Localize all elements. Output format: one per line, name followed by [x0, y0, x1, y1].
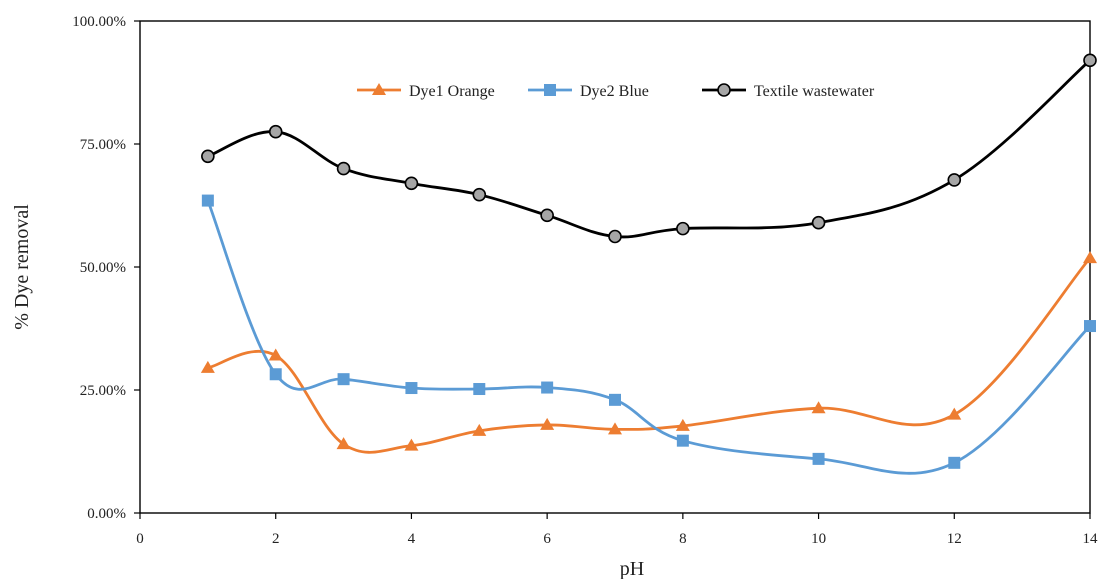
- data-point: [608, 229, 622, 244]
- data-point: [269, 368, 282, 381]
- data-point: [268, 348, 283, 361]
- data-point: [405, 382, 418, 395]
- data-point: [948, 456, 961, 469]
- legend-label: Textile wastewater: [754, 83, 875, 100]
- data-point: [200, 360, 215, 373]
- data-point: [676, 434, 689, 447]
- data-point: [947, 173, 962, 187]
- data-point: [404, 438, 419, 451]
- y-axis-ticks: 0.00% 25.00% 50.00% 75.00% 100.00%: [72, 14, 140, 522]
- data-point: [472, 423, 487, 436]
- x-tick-label: 8: [679, 531, 687, 547]
- series-0: [200, 251, 1097, 454]
- legend-label: Dye1 Orange: [409, 83, 495, 100]
- data-point: [473, 383, 486, 396]
- y-tick-label: 100.00%: [72, 14, 126, 30]
- y-tick-label: 25.00%: [80, 383, 126, 399]
- data-point: [609, 393, 621, 406]
- x-tick-label: 10: [811, 531, 826, 547]
- data-point: [1084, 320, 1096, 333]
- data-point: [541, 381, 554, 394]
- data-point: [336, 161, 351, 176]
- data-point: [812, 452, 825, 465]
- x-axis-ticks: 0 2 4 6 8 10 12 14: [136, 513, 1098, 547]
- legend-marker: [372, 83, 386, 95]
- data-point: [540, 208, 554, 223]
- data-point: [608, 422, 622, 435]
- data-point: [811, 401, 826, 414]
- series-line: [207, 59, 1091, 239]
- data-point: [1083, 53, 1097, 68]
- data-point: [268, 124, 283, 139]
- x-tick-label: 14: [1083, 531, 1099, 547]
- legend-marker: [544, 84, 556, 96]
- legend-marker: [717, 83, 731, 97]
- legend: Dye1 Orange Dye2 Blue Textile wastewater: [357, 83, 875, 100]
- data-point: [337, 373, 350, 386]
- data-point: [947, 407, 962, 420]
- data-point: [1083, 251, 1097, 264]
- data-point: [540, 417, 555, 430]
- data-point: [472, 187, 487, 202]
- x-tick-label: 0: [136, 531, 144, 547]
- x-tick-label: 6: [543, 531, 551, 547]
- y-tick-label: 0.00%: [87, 506, 126, 522]
- data-point: [201, 149, 215, 164]
- series-line: [207, 257, 1092, 454]
- series-1: [201, 194, 1096, 475]
- data-point: [676, 221, 690, 236]
- x-axis-label: pH: [620, 558, 644, 579]
- legend-label: Dye2 Blue: [580, 83, 649, 100]
- data-point: [675, 418, 690, 431]
- data-point: [201, 194, 214, 207]
- y-tick-label: 50.00%: [80, 260, 126, 276]
- data-point: [811, 215, 826, 230]
- y-axis-label: % Dye removal: [11, 204, 33, 330]
- data-point: [336, 437, 351, 450]
- series-layer: [200, 53, 1097, 475]
- x-tick-label: 2: [272, 531, 280, 547]
- series-2: [201, 53, 1097, 244]
- series-line: [206, 200, 1091, 475]
- data-point: [404, 176, 419, 191]
- x-tick-label: 4: [408, 531, 416, 547]
- y-tick-label: 75.00%: [80, 137, 126, 153]
- x-tick-label: 12: [947, 531, 962, 547]
